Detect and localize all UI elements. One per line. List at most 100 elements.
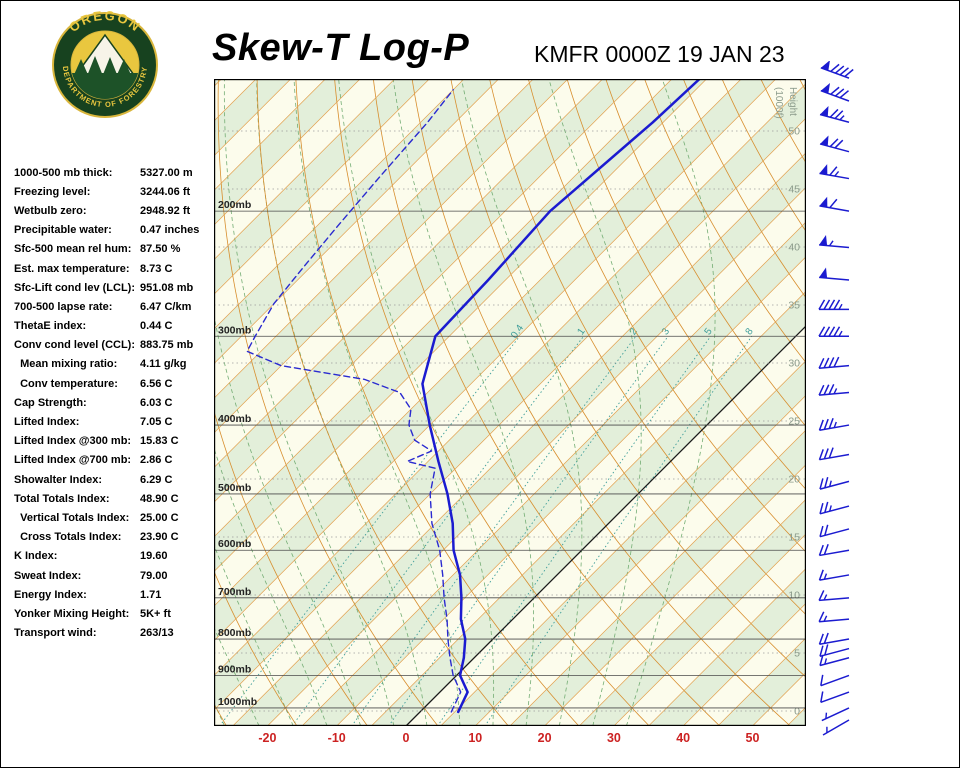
index-value: 6.47 C/km	[140, 300, 192, 313]
index-value: 25.00 C	[140, 511, 179, 524]
wind-barb	[819, 267, 850, 281]
wind-barb	[820, 674, 850, 687]
wind-barb	[819, 106, 850, 124]
wind-barb	[818, 299, 849, 311]
index-value: 19.60	[140, 550, 168, 563]
index-row: Lifted Index @700 mb: 2.86 C	[14, 451, 219, 470]
wind-barb	[818, 383, 850, 396]
svg-text:5: 5	[703, 326, 715, 337]
wind-barb	[818, 590, 850, 602]
index-label: 700-500 lapse rate:	[14, 300, 113, 313]
wind-barb	[818, 611, 850, 623]
index-label: Mean mixing ratio:	[14, 358, 118, 371]
wind-barb	[820, 83, 850, 102]
svg-text:50: 50	[746, 731, 760, 745]
skewt-chart: 0.4 1 2 3 5 8 50 45 40 35 30 25 20 15 10 5 0 (1000f) Heigh…	[214, 79, 806, 767]
index-row: Showalter Index: 6.29 C	[14, 470, 219, 489]
station-datetime: KMFR 0000Z 19 JAN 23	[534, 41, 785, 67]
svg-text:400mb: 400mb	[218, 413, 251, 425]
svg-text:-20: -20	[258, 731, 276, 745]
svg-text:25: 25	[788, 416, 800, 428]
index-label: Lifted Index:	[14, 416, 80, 429]
index-row: Transport wind: 263/13	[14, 624, 219, 643]
svg-text:8: 8	[744, 326, 756, 337]
odf-logo-icon: OREGON DEPARTMENT OF FORESTRY	[52, 8, 158, 118]
index-value: 2.86 C	[140, 454, 173, 467]
wind-barb	[820, 691, 850, 704]
index-row: Lifted Index @300 mb: 15.83 C	[14, 432, 219, 451]
index-row: 700-500 lapse rate: 6.47 C/km	[14, 297, 219, 316]
index-value: 6.29 C	[140, 473, 173, 486]
svg-text:10: 10	[468, 731, 482, 745]
index-label: 1000-500 mb thick:	[14, 166, 113, 179]
indices-panel: 1000-500 mb thick: 5327.00 m Freezing leve…	[14, 163, 219, 643]
index-value: 2948.92 ft	[140, 204, 191, 217]
svg-text:45: 45	[788, 184, 800, 196]
svg-text:40: 40	[676, 731, 690, 745]
index-value: 5327.00 m	[140, 166, 193, 179]
index-value: 5K+ ft	[140, 607, 171, 620]
svg-text:30: 30	[788, 358, 800, 370]
wind-barb	[819, 524, 850, 538]
wind-barb	[819, 135, 850, 153]
index-label: Sfc-Lift cond lev (LCL):	[14, 281, 135, 294]
svg-text:10: 10	[788, 590, 800, 602]
index-label: Precipitable water:	[14, 224, 112, 237]
wind-barb	[818, 417, 850, 432]
index-row: Vertical Totals Index: 25.00 C	[14, 508, 219, 527]
index-value: 6.56 C	[140, 377, 173, 390]
index-row: Precipitable water: 0.47 inches	[14, 221, 219, 240]
wind-barb	[819, 235, 850, 249]
index-label: Cap Strength:	[14, 396, 87, 409]
index-value: 48.90 C	[140, 492, 179, 505]
index-value: 951.08 mb	[140, 281, 194, 294]
index-value: 1.71	[140, 588, 162, 601]
index-row: Lifted Index: 7.05 C	[14, 412, 219, 431]
index-row: Est. max temperature: 8.73 C	[14, 259, 219, 278]
odf-logo: OREGON DEPARTMENT OF FORESTRY	[49, 7, 161, 133]
svg-text:50: 50	[788, 126, 800, 138]
index-value: 8.73 C	[140, 262, 173, 275]
index-value: 883.75 mb	[140, 339, 194, 352]
svg-text:2: 2	[628, 326, 640, 337]
index-value: 4.11 g/kg	[140, 358, 187, 371]
index-value: 3244.06 ft	[140, 185, 191, 198]
index-row: Yonker Mixing Height: 5K+ ft	[14, 604, 219, 623]
svg-text:500mb: 500mb	[218, 482, 251, 494]
index-label: Lifted Index @300 mb:	[14, 435, 132, 448]
index-value: 79.00	[140, 569, 168, 582]
wind-barb	[819, 164, 850, 180]
wind-barb	[819, 196, 850, 212]
wind-barb	[818, 632, 850, 645]
wind-barbs-plot	[818, 61, 854, 736]
index-label: Energy Index:	[14, 588, 87, 601]
svg-text:1: 1	[575, 326, 587, 337]
index-label: Sfc-500 mean rel hum:	[14, 243, 132, 256]
index-row: Total Totals Index: 48.90 C	[14, 489, 219, 508]
wind-barb	[819, 654, 850, 667]
index-value: 15.83 C	[140, 435, 179, 448]
index-row: ThetaE index: 0.44 C	[14, 317, 219, 336]
index-label: Freezing level:	[14, 185, 91, 198]
wind-barb	[822, 719, 850, 736]
index-label: Showalter Index:	[14, 473, 103, 486]
index-row: 1000-500 mb thick: 5327.00 m	[14, 163, 219, 182]
svg-text:200mb: 200mb	[218, 199, 251, 211]
index-row: Sfc-500 mean rel hum: 87.50 %	[14, 240, 219, 259]
index-row: Conv temperature: 6.56 C	[14, 374, 219, 393]
index-value: 23.90 C	[140, 531, 179, 544]
index-value: 6.03 C	[140, 396, 173, 409]
wind-barbs-panel	[801, 61, 959, 766]
svg-text:0: 0	[403, 731, 410, 745]
index-label: Vertical Totals Index:	[14, 511, 130, 524]
svg-text:1000mb: 1000mb	[218, 696, 257, 708]
wind-barb	[818, 569, 850, 581]
index-row: Sweat Index: 79.00	[14, 566, 219, 585]
svg-text:300mb: 300mb	[218, 324, 251, 336]
page-title: Skew-T Log-P	[212, 27, 470, 69]
svg-text:(1000f): (1000f)	[773, 87, 784, 119]
wind-barb	[819, 644, 850, 658]
svg-text:3: 3	[660, 326, 672, 337]
wind-barb	[819, 501, 850, 515]
